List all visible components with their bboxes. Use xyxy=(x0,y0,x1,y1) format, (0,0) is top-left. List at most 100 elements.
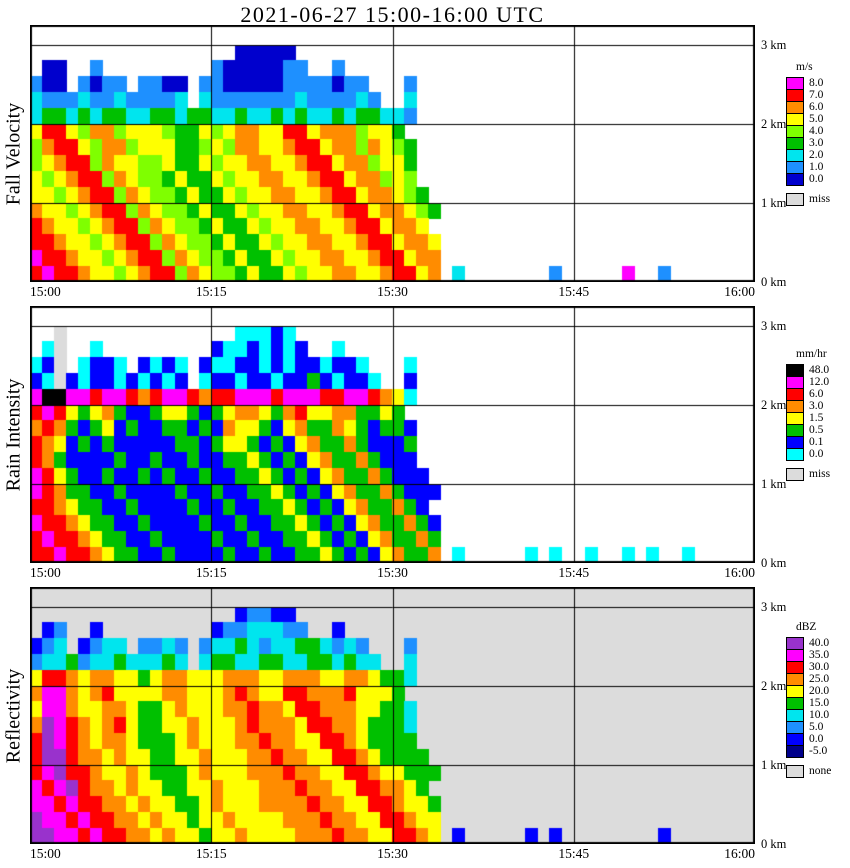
colorbar-level: 12.0 xyxy=(786,376,850,389)
colorbar-swatches: 40.0 35.0 30.0 25.0 20.0 15.0 10.0 5.0 0.0 -5.0 xyxy=(786,637,850,758)
colorbar-level: 0.0 xyxy=(786,173,850,186)
y-tick-label: 2 km xyxy=(761,679,787,693)
colorbar-level-label: 1.0 xyxy=(809,161,824,173)
y-tick-label: 2 km xyxy=(761,117,787,131)
colorbar-rain-intensity: mm/hr 48.0 12.0 6.0 3.0 1.5 0.5 0.1 0.0 miss xyxy=(786,348,850,481)
colorbar-level-label: 7.0 xyxy=(809,89,824,101)
y-tick-label: 3 km xyxy=(761,38,787,52)
panel-title-reflectivity: Reflectivity xyxy=(2,668,25,763)
colorbar-missing-label: miss xyxy=(809,193,831,205)
colorbar-level-label: 12.0 xyxy=(809,376,830,388)
x-tick-label: 15:45 xyxy=(558,565,590,580)
colorbar-level-label: 0.0 xyxy=(809,733,824,745)
colorbar-level: 1.5 xyxy=(786,412,850,425)
colorbar-level: 4.0 xyxy=(786,125,850,138)
x-axis-labels: 15:00 15:15 15:30 15:45 16:00 xyxy=(30,565,755,581)
x-tick-label: 15:30 xyxy=(377,846,408,861)
panel-rain-intensity: Rain Intensity 15:00 15:15 15:30 15:45 16:00… xyxy=(3,306,830,580)
colorbar-missing-entry: miss xyxy=(786,468,850,481)
x-axis-labels: 15:00 15:15 15:30 15:45 16:00 xyxy=(30,284,755,300)
colorbar-level-label: 0.0 xyxy=(809,173,824,185)
x-tick-label: 15:00 xyxy=(30,284,61,299)
x-tick-label: 16:00 xyxy=(724,284,755,299)
colorbar-level-label: 8.0 xyxy=(809,77,824,89)
colorbar-level-label: 0.1 xyxy=(809,436,824,448)
x-tick-label: 16:00 xyxy=(724,565,755,580)
colorbar-level-label: 3.0 xyxy=(809,137,824,149)
panel-title-fall-velocity: Fall Velocity xyxy=(2,102,25,205)
x-tick-label: 15:30 xyxy=(377,565,408,580)
heatmap-canvas-reflectivity xyxy=(30,587,755,844)
x-tick-label: 15:00 xyxy=(30,565,61,580)
colorbar-swatch xyxy=(786,745,804,758)
colorbar-level-label: 2.0 xyxy=(809,149,824,161)
colorbar-level-label: 10.0 xyxy=(809,709,830,721)
colorbar-missing-swatch xyxy=(786,765,804,778)
colorbar-level-label: 6.0 xyxy=(809,388,824,400)
colorbar-swatches: 48.0 12.0 6.0 3.0 1.5 0.5 0.1 0.0 xyxy=(786,364,850,461)
colorbar-level: -5.0 xyxy=(786,745,850,758)
y-axis-labels: 3 km 2 km 1 km 0 km xyxy=(761,25,795,289)
y-tick-label: 2 km xyxy=(761,398,787,412)
colorbar-level-label: 0.0 xyxy=(809,448,824,460)
colorbar-swatches: 8.0 7.0 6.0 5.0 4.0 3.0 2.0 1.0 0.0 xyxy=(786,77,850,186)
colorbar-level: 0.0 xyxy=(786,448,850,461)
panel-fall-velocity: Fall Velocity 15:00 15:15 15:30 15:45 16:00 … xyxy=(3,25,830,299)
panel-title-rain-intensity: Rain Intensity xyxy=(2,378,25,491)
y-tick-label: 3 km xyxy=(761,319,787,333)
x-tick-label: 15:15 xyxy=(195,565,227,580)
heatmap-canvas-fall-velocity xyxy=(30,25,755,282)
colorbar-missing-swatch xyxy=(786,193,804,206)
colorbar-missing-entry: none xyxy=(786,765,850,778)
figure-title: 2021-06-27 15:00-16:00 UTC xyxy=(240,2,545,27)
colorbar-reflectivity: dBZ 40.0 35.0 30.0 25.0 20.0 15.0 10.0 5.0 0.0 -5… xyxy=(786,621,850,778)
colorbar-level-label: 15.0 xyxy=(809,697,830,709)
x-tick-label: 15:45 xyxy=(558,846,590,861)
x-tick-label: 15:15 xyxy=(195,284,227,299)
y-tick-label: 0 km xyxy=(761,556,787,570)
colorbar-level-label: 25.0 xyxy=(809,673,830,685)
x-tick-label: 15:00 xyxy=(30,846,61,861)
colorbar-level-label: 35.0 xyxy=(809,649,830,661)
y-tick-label: 1 km xyxy=(761,196,787,210)
colorbar-level-label: 40.0 xyxy=(809,637,830,649)
colorbar-level-label: 5.0 xyxy=(809,721,824,733)
y-tick-label: 0 km xyxy=(761,275,787,289)
colorbar-level-label: 6.0 xyxy=(809,101,824,113)
y-axis-labels: 3 km 2 km 1 km 0 km xyxy=(761,587,795,851)
y-tick-label: 3 km xyxy=(761,600,787,614)
colorbar-level-label: 0.5 xyxy=(809,424,824,436)
colorbar-missing-swatch xyxy=(786,468,804,481)
y-tick-label: 1 km xyxy=(761,477,787,491)
colorbar-unit-label: m/s xyxy=(796,61,813,73)
colorbar-level: 2.0 xyxy=(786,149,850,162)
colorbar-fall-velocity: m/s 8.0 7.0 6.0 5.0 4.0 3.0 2.0 1.0 0.0 miss xyxy=(786,61,850,206)
colorbar-missing-label: none xyxy=(809,765,832,777)
colorbar-unit-label: mm/hr xyxy=(796,348,827,360)
colorbar-level: 20.0 xyxy=(786,685,850,698)
colorbar-unit-label: dBZ xyxy=(796,621,817,633)
colorbar-swatch xyxy=(786,173,804,186)
colorbar-level: 3.0 xyxy=(786,137,850,150)
colorbar-level-label: -5.0 xyxy=(809,745,828,757)
y-tick-label: 1 km xyxy=(761,758,787,772)
colorbar-missing-entry: miss xyxy=(786,193,850,206)
colorbar-level-label: 1.5 xyxy=(809,412,824,424)
y-tick-label: 0 km xyxy=(761,837,787,851)
colorbar-level-label: 30.0 xyxy=(809,661,830,673)
x-tick-label: 15:15 xyxy=(195,846,227,861)
colorbar-swatch xyxy=(786,448,804,461)
colorbar-level: 8.0 xyxy=(786,77,850,90)
colorbar-level-label: 5.0 xyxy=(809,113,824,125)
colorbar-level-label: 3.0 xyxy=(809,400,824,412)
colorbar-level: 0.5 xyxy=(786,424,850,437)
colorbar-level-label: 48.0 xyxy=(809,364,830,376)
x-tick-label: 15:45 xyxy=(558,284,590,299)
x-tick-label: 16:00 xyxy=(724,846,755,861)
heatmap-canvas-rain-intensity xyxy=(30,306,755,563)
panel-reflectivity: Reflectivity 15:00 15:15 15:30 15:45 16:00 3… xyxy=(3,587,831,861)
colorbar-level: 7.0 xyxy=(786,89,850,102)
colorbar-missing-label: miss xyxy=(809,468,831,480)
colorbar-level-label: 4.0 xyxy=(809,125,824,137)
